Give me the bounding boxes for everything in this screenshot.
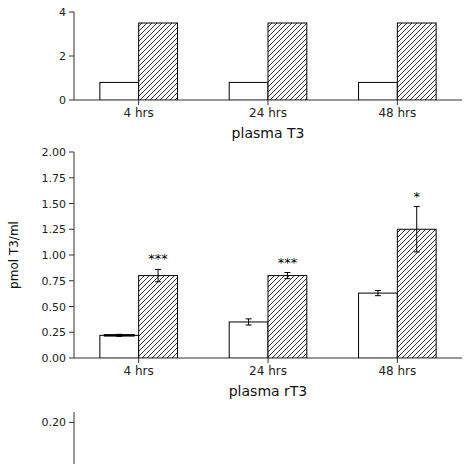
y-tick xyxy=(69,358,74,359)
x-tick xyxy=(268,100,269,105)
x-tick-label: 24 hrs xyxy=(249,364,287,378)
error-cap xyxy=(284,272,290,273)
error-line xyxy=(248,319,249,325)
error-cap xyxy=(375,290,381,291)
x-tick xyxy=(397,358,398,363)
panel: 0.20 xyxy=(42,412,75,464)
error-cap xyxy=(284,278,290,279)
significance-label: *** xyxy=(148,251,168,266)
x-tick-label: 4 hrs xyxy=(124,364,154,378)
y-tick xyxy=(69,152,74,153)
y-tick xyxy=(69,332,74,333)
y-tick-label: 0.00 xyxy=(42,352,67,365)
marks xyxy=(100,207,436,358)
x-tick xyxy=(397,100,398,105)
y-tick-label: 0.20 xyxy=(42,416,67,429)
error-cap xyxy=(375,295,381,296)
y-tick-label: 0.50 xyxy=(42,301,67,314)
significance-label: * xyxy=(413,189,420,204)
bar xyxy=(139,276,178,358)
bar xyxy=(268,276,307,358)
error-line xyxy=(158,269,159,281)
y-tick xyxy=(69,255,74,256)
error-line xyxy=(287,273,288,279)
y-tick-label: 2 xyxy=(59,50,66,63)
y-tick xyxy=(69,306,74,307)
bar xyxy=(100,82,139,100)
y-tick xyxy=(69,280,74,281)
bar xyxy=(359,293,398,358)
error-cap xyxy=(414,206,420,207)
panel: 0 2 4 4 hrs 24 hrs 48 hrs plasma T3 xyxy=(59,6,462,141)
panel-title: plasma T3 xyxy=(232,125,305,141)
error-cap xyxy=(155,269,161,270)
error-cap xyxy=(414,251,420,252)
y-tick-label: 1.75 xyxy=(42,172,67,185)
y-axis-label: pmol T3/ml xyxy=(7,221,21,289)
x-tick-label: 48 hrs xyxy=(378,364,416,378)
panel: 0.00 0.25 0.50 0.75 1.00 1.25 1.50 1.75 2.00 4 hr… xyxy=(7,146,462,399)
y-tick xyxy=(69,229,74,230)
error-bar xyxy=(414,207,420,252)
x-tick xyxy=(138,358,139,363)
x-tick-label: 4 hrs xyxy=(124,106,154,120)
x-tick xyxy=(268,358,269,363)
y-tick xyxy=(69,422,74,423)
y-tick xyxy=(69,56,74,57)
significance-label: *** xyxy=(278,255,298,270)
chart-svg: 0 2 4 4 hrs 24 hrs 48 hrs plasma T3 0.00 0.25 0.5… xyxy=(0,0,474,474)
y-tick-label: 1.00 xyxy=(42,249,67,262)
y-tick xyxy=(69,100,74,101)
bar xyxy=(229,322,268,358)
y-tick xyxy=(69,203,74,204)
error-line xyxy=(377,291,378,296)
bar xyxy=(268,23,307,100)
bar xyxy=(229,82,268,100)
error-line xyxy=(416,207,417,252)
y-tick xyxy=(69,177,74,178)
y-tick-label: 1.50 xyxy=(42,198,67,211)
error-bar xyxy=(246,319,252,325)
y-tick-label: 0 xyxy=(59,94,66,107)
error-cap xyxy=(246,325,252,326)
bar xyxy=(139,23,178,100)
y-tick-label: 4 xyxy=(59,6,66,19)
y-tick xyxy=(69,12,74,13)
error-bar xyxy=(284,273,290,279)
y-tick-label: 1.25 xyxy=(42,223,67,236)
x-tick-label: 48 hrs xyxy=(378,106,416,120)
bar xyxy=(100,335,139,358)
error-bar xyxy=(375,291,381,296)
x-tick-label: 24 hrs xyxy=(249,106,287,120)
marks xyxy=(100,23,436,100)
bar xyxy=(397,23,436,100)
panel-title: plasma rT3 xyxy=(229,383,308,399)
y-tick-label: 0.75 xyxy=(42,275,67,288)
error-bar xyxy=(155,269,161,281)
error-cap xyxy=(155,281,161,282)
bar xyxy=(359,82,398,100)
error-cap xyxy=(246,318,252,319)
y-tick-label: 2.00 xyxy=(42,146,67,159)
median-line xyxy=(104,334,135,337)
y-axis-line xyxy=(74,412,75,464)
y-tick-label: 0.25 xyxy=(42,326,67,339)
x-tick xyxy=(138,100,139,105)
